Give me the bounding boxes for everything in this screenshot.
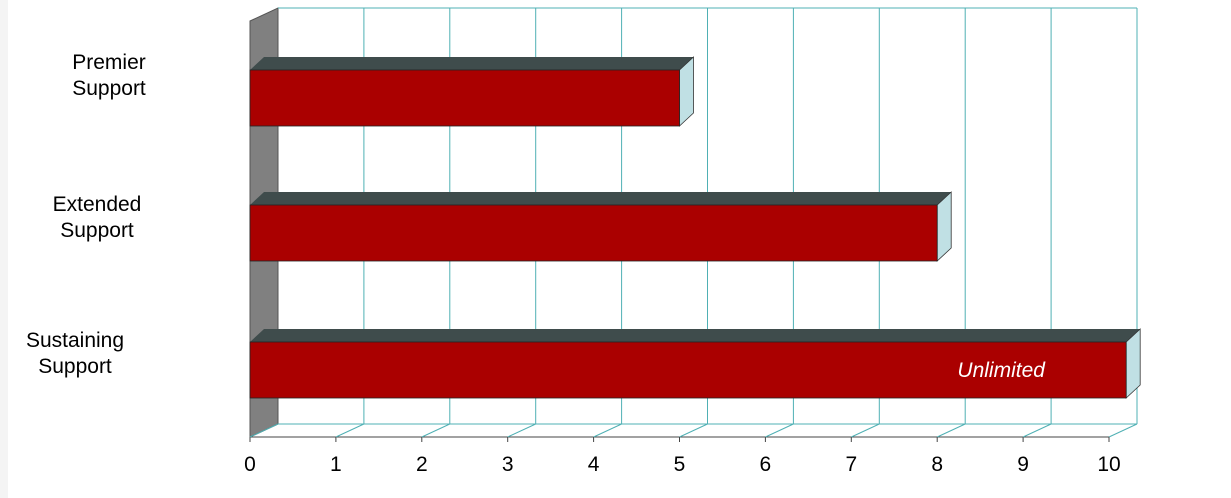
bar-chart: 0 1 2 3 4 5 6 7 8 9 10 Unlimited bbox=[244, 7, 1141, 476]
x-tick-label-0: 0 bbox=[244, 453, 256, 476]
category-label-extended-support: Extended Support bbox=[52, 193, 142, 242]
floor-gridline-6 bbox=[765, 423, 794, 438]
x-tick-label-4: 4 bbox=[588, 453, 600, 476]
x-tick-label-1: 1 bbox=[330, 453, 342, 476]
x-tick-label-7: 7 bbox=[845, 453, 857, 476]
floor-gridline-9 bbox=[1022, 423, 1052, 438]
category-label-premier-support: Premier Support bbox=[72, 51, 146, 100]
chart-frame: Premier Support Extended Support Sustain… bbox=[8, 0, 1231, 498]
x-tick-label-2: 2 bbox=[416, 453, 428, 476]
floor-gridline-5 bbox=[679, 423, 708, 438]
floor-gridline-2 bbox=[421, 423, 451, 438]
bar-3 bbox=[249, 341, 1127, 399]
category-label-sustaining-support: Sustaining Support bbox=[25, 329, 125, 378]
x-tick-label-5: 5 bbox=[674, 453, 686, 476]
bar-3-data-label: Unlimited bbox=[957, 359, 1046, 382]
floor-gridline-7 bbox=[851, 423, 880, 438]
x-tick-label-9: 9 bbox=[1017, 453, 1029, 476]
floor-gridline-1 bbox=[335, 423, 365, 438]
bar-3-top bbox=[250, 329, 1141, 342]
floor-gridline-10 bbox=[1108, 423, 1138, 438]
bar-2 bbox=[249, 204, 938, 262]
floor-gridline-8 bbox=[936, 423, 966, 438]
bar-1 bbox=[249, 69, 680, 127]
floor-gridline-4 bbox=[593, 423, 622, 438]
floor-gridline-0 bbox=[249, 423, 279, 438]
bar-2-top bbox=[250, 192, 952, 205]
x-tick-label-6: 6 bbox=[760, 453, 772, 476]
bar-1-top bbox=[250, 57, 694, 70]
floor-gridline-3 bbox=[507, 423, 536, 438]
x-tick-label-3: 3 bbox=[502, 453, 514, 476]
x-tick-label-8: 8 bbox=[931, 453, 943, 476]
x-tick-label-10: 10 bbox=[1097, 453, 1120, 476]
